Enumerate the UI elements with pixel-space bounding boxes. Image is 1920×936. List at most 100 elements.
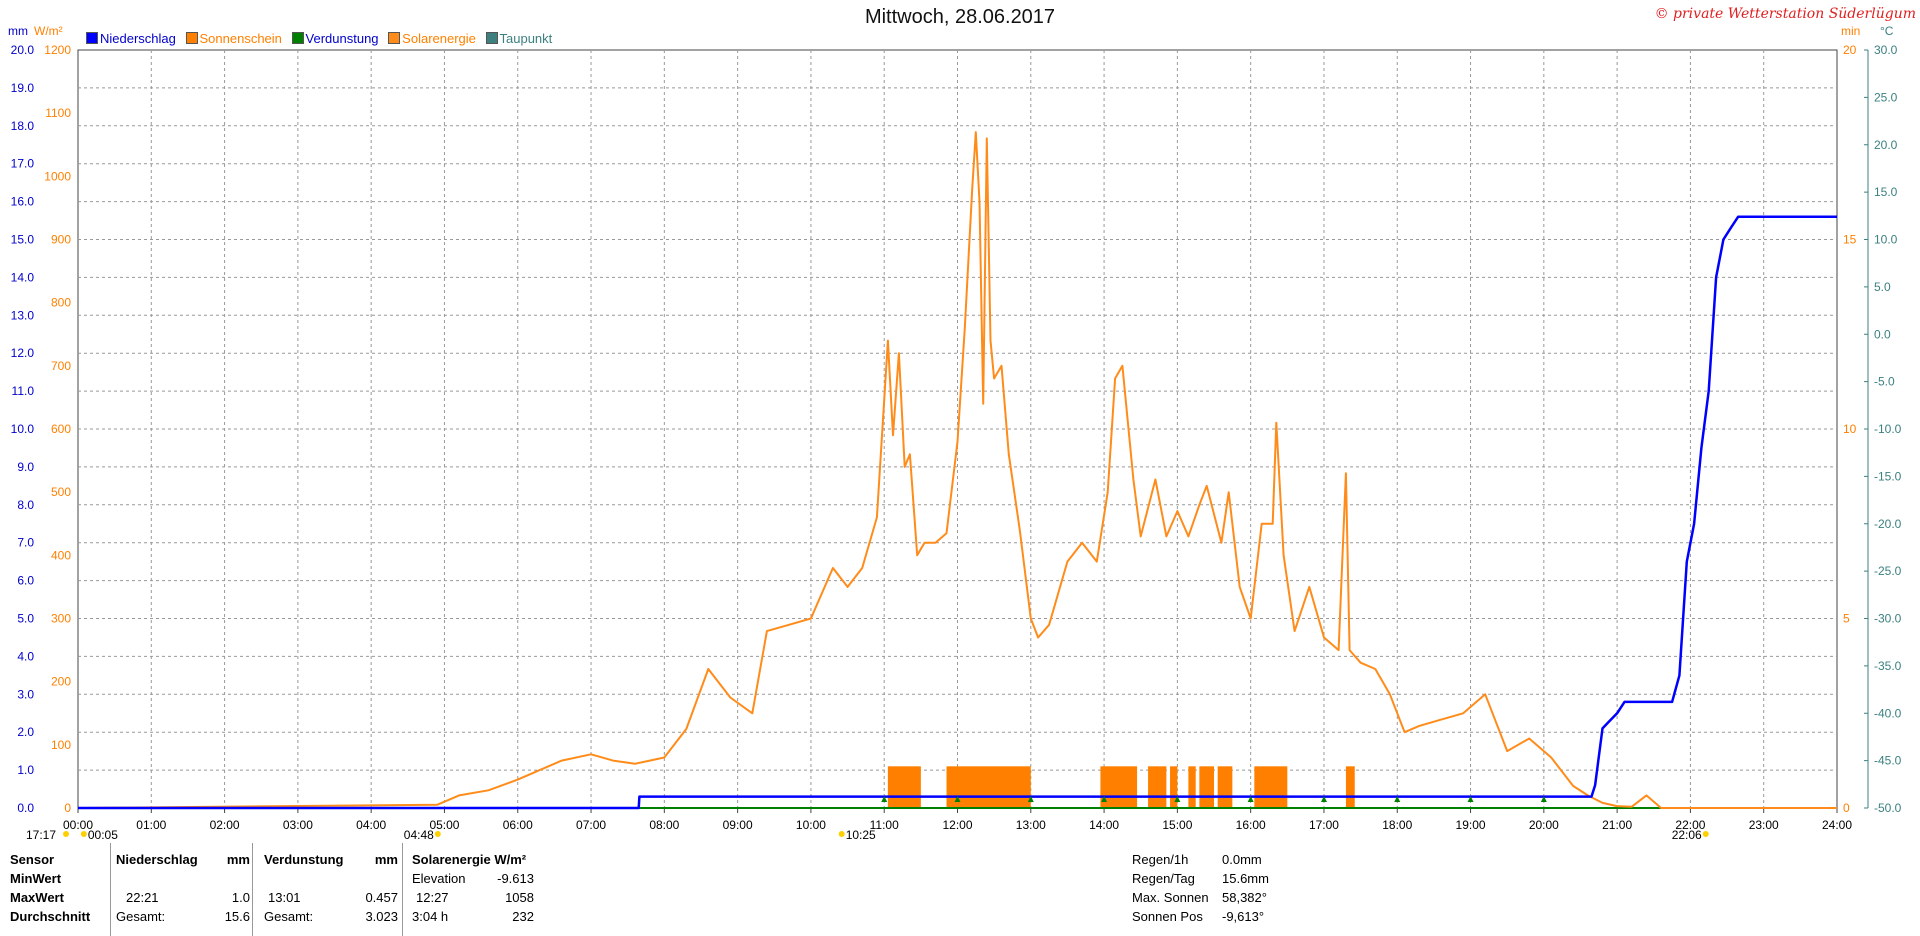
x-tick-label: 06:00 xyxy=(503,818,533,832)
y-tick-label-c: 10.0 xyxy=(1874,233,1898,247)
y-tick-label-wm2: 600 xyxy=(51,422,71,436)
x-tick-label: 02:00 xyxy=(210,818,240,832)
stats-header-sensor: Sensor xyxy=(10,852,55,867)
axis-ticks: 00:00 01:00 02:00 03:00 04:00 05:00 06:00 07:00… xyxy=(11,43,1902,832)
y-tick-label-min: 15 xyxy=(1843,233,1857,247)
y-tick-label-mm: 15.0 xyxy=(11,233,35,247)
stats-header-solar: Solarenergie W/m² xyxy=(412,852,527,867)
legend-solarenergie[interactable]: Solarenergie xyxy=(388,31,476,46)
table-row: Sonnen Pos -9,613° xyxy=(1132,909,1265,924)
y-tick-label-wm2: 1000 xyxy=(44,169,71,183)
y-tick-label-mm: 11.0 xyxy=(12,384,35,398)
legend-niederschlag[interactable]: Niederschlag xyxy=(86,31,176,46)
y-tick-label-mm: 9.0 xyxy=(17,460,34,474)
x-tick-label: 07:00 xyxy=(576,818,606,832)
unit-mm: mm xyxy=(8,24,28,38)
marker-dot-icon xyxy=(434,831,441,837)
table-row: Max. Sonnen 58,382° xyxy=(1132,890,1267,905)
y-tick-label-mm: 2.0 xyxy=(17,725,34,739)
chart-legend: Niederschlag Sonnenschein Verdunstung So… xyxy=(86,31,558,46)
hour-marker-icon xyxy=(954,796,961,802)
unit-min: min xyxy=(1841,24,1861,38)
x-tick-label: 17:00 xyxy=(1309,818,1339,832)
marker-dot-icon xyxy=(80,831,87,837)
hour-marker-icon xyxy=(881,796,888,802)
hour-marker-icon xyxy=(1027,796,1034,802)
y-tick-label-mm: 6.0 xyxy=(17,574,34,588)
y-tick-label-mm: 17.0 xyxy=(11,157,35,171)
legend-swatch-icon xyxy=(86,32,98,44)
y-tick-label-mm: 7.0 xyxy=(17,536,34,550)
stats-header-mm: mm xyxy=(226,852,250,867)
x-tick-label: 04:00 xyxy=(356,818,386,832)
y-tick-label-min: 10 xyxy=(1843,422,1857,436)
y-tick-label-mm: 0.0 xyxy=(17,801,34,815)
y-tick-label-c: -40.0 xyxy=(1874,706,1902,720)
x-tick-label: 20:00 xyxy=(1529,818,1559,832)
sunshine-bar xyxy=(1170,766,1178,808)
stats-divider xyxy=(252,843,253,936)
x-tick-label: 16:00 xyxy=(1236,818,1266,832)
y-tick-label-mm: 8.0 xyxy=(17,498,34,512)
y-tick-label-wm2: 1100 xyxy=(45,106,71,120)
sunshine-bar xyxy=(1345,766,1355,808)
marker-dot-icon xyxy=(1702,831,1709,837)
y-tick-label-c: 15.0 xyxy=(1874,185,1898,199)
y-tick-label-c: -10.0 xyxy=(1874,422,1902,436)
x-tick-label: 03:00 xyxy=(283,818,313,832)
copyright-text: © private Wetterstation Süderlügum xyxy=(1654,6,1916,22)
sunshine-bar xyxy=(887,766,921,808)
x-tick-label: 22:00 xyxy=(1675,818,1705,832)
stats-header-mm2: mm xyxy=(374,852,398,867)
y-tick-label-wm2: 900 xyxy=(51,233,71,247)
marker-dot-icon xyxy=(63,831,70,837)
y-tick-label-mm: 4.0 xyxy=(17,649,34,663)
hour-marker-icon xyxy=(1247,796,1254,802)
stats-right-table: Regen/1h 0.0mm Regen/Tag 15.6mm Max. Sonne… xyxy=(1128,850,1273,926)
y-tick-label-mm: 5.0 xyxy=(17,612,34,626)
y-tick-label-mm: 16.0 xyxy=(11,195,35,209)
y-tick-label-c: -30.0 xyxy=(1874,612,1902,626)
legend-swatch-icon xyxy=(185,32,198,44)
x-tick-label: 09:00 xyxy=(723,818,753,832)
y-tick-label-wm2: 200 xyxy=(51,675,71,689)
stats-divider xyxy=(402,843,403,936)
stats-header-verdunstung: Verdunstung xyxy=(264,852,344,867)
y-tick-label-wm2: 700 xyxy=(51,359,71,373)
y-tick-label-mm: 3.0 xyxy=(17,687,34,701)
bottom-markers: 17:17 00:05 04:48 10:25 22:06 xyxy=(26,828,1709,842)
table-row: MinWert Elevation -9.613 xyxy=(10,871,534,886)
legend-swatch-icon xyxy=(485,32,498,44)
x-tick-label: 10:00 xyxy=(796,818,826,832)
bottom-marker-label: 17:17 xyxy=(26,828,56,842)
legend-taupunkt[interactable]: Taupunkt xyxy=(485,31,552,46)
stats-table: Sensor Niederschlag mm Verdunstung mm So… xyxy=(6,850,538,926)
y-tick-label-wm2: 1200 xyxy=(44,43,71,57)
y-tick-label-wm2: 0 xyxy=(64,801,71,815)
x-tick-label: 08:00 xyxy=(649,818,679,832)
bottom-marker-label: 10:25 xyxy=(846,828,876,842)
x-tick-label: 00:00 xyxy=(63,818,93,832)
y-tick-label-wm2: 100 xyxy=(51,738,71,752)
y-tick-label-min: 20 xyxy=(1843,43,1857,57)
y-tick-label-wm2: 800 xyxy=(51,296,71,310)
x-tick-label: 11:00 xyxy=(870,818,899,832)
legend-sonnenschein[interactable]: Sonnenschein xyxy=(185,31,282,46)
y-tick-label-mm: 19.0 xyxy=(11,81,35,95)
table-row: Regen/1h 0.0mm xyxy=(1132,852,1262,867)
bottom-marker-label: 00:05 xyxy=(88,828,118,842)
y-tick-label-c: -45.0 xyxy=(1874,754,1902,768)
table-row: MaxWert 22:21 1.0 13:01 0.457 12:27 1058 xyxy=(10,890,534,905)
y-tick-label-wm2: 300 xyxy=(51,612,71,626)
y-tick-label-c: 30.0 xyxy=(1874,43,1898,57)
y-tick-label-mm: 18.0 xyxy=(11,119,35,133)
y-tick-label-mm: 20.0 xyxy=(11,43,35,57)
x-tick-label: 21:00 xyxy=(1602,818,1632,832)
table-row: Durchschnitt Gesamt: 15.6 Gesamt: 3.023 … xyxy=(10,909,534,924)
x-tick-label: 24:00 xyxy=(1822,818,1852,832)
hour-marker-icon xyxy=(1394,796,1401,802)
legend-verdunstung[interactable]: Verdunstung xyxy=(291,31,379,46)
hour-marker-icon xyxy=(1540,796,1547,802)
y-tick-label-c: -50.0 xyxy=(1874,801,1902,815)
y-tick-label-wm2: 500 xyxy=(51,485,71,499)
